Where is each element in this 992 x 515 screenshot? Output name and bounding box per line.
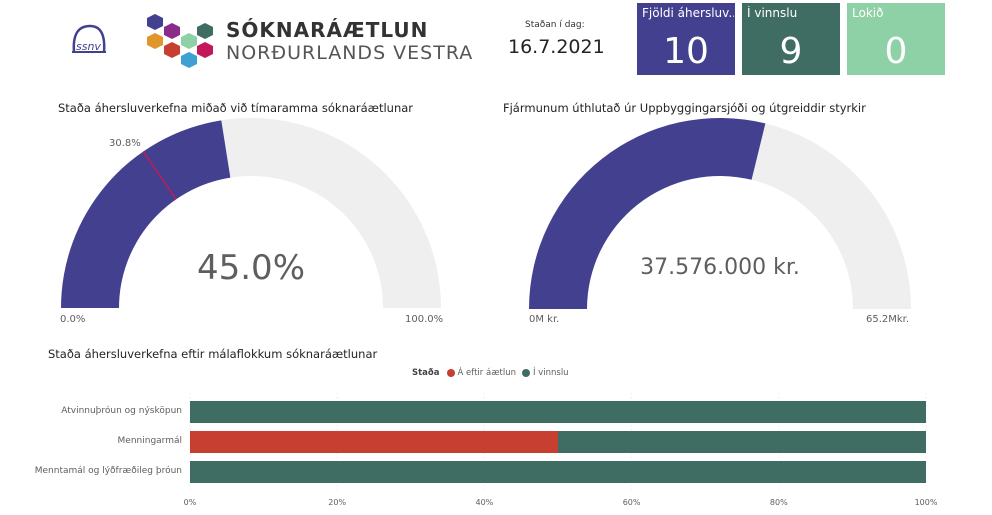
gauge2-fill[interactable] (529, 117, 766, 309)
category-label: Atvinnuþróun og nýsköpun (61, 406, 182, 416)
category-label: Menntamál og lýðfræðileg þróun (34, 466, 182, 476)
gauge1-target-label: 30.8% (109, 138, 141, 149)
kpi-value: 0 (884, 31, 908, 72)
date-label: Staðan í dag: (525, 20, 585, 30)
kpi-value: 9 (779, 31, 803, 72)
hexagon-logo (145, 13, 217, 69)
x-tick-label: 100% (914, 498, 938, 507)
gauge2-min: 0M kr. (529, 314, 560, 325)
logo-title: SÓKNARÁÆTLUN (226, 18, 429, 42)
bar-chart-title: Staða áhersluverkefna eftir málaflokkum … (48, 347, 378, 361)
kpi-card-total[interactable]: Fjöldi áhersluv... 10 (637, 3, 735, 75)
legend-dot-behind (446, 369, 455, 377)
legend-dot-in-progress (522, 369, 531, 377)
kpi-label: Lokið (852, 6, 884, 20)
gauge2-title: Fjármunum úthlutað úr Uppbyggingarsjóði … (503, 101, 866, 115)
kpi-label: Í vinnslu (747, 6, 798, 20)
logo-subtitle: NORÐURLANDS VESTRA (226, 42, 474, 64)
x-tick-label: 0% (183, 498, 197, 507)
gauge1-target-marker (142, 151, 177, 200)
x-tick-label: 80% (769, 498, 788, 507)
category-label: Menningarmál (117, 436, 182, 446)
svg-text:ssnv: ssnv (76, 40, 101, 53)
bar-segment[interactable] (190, 401, 926, 423)
legend: Staða Á eftir áætlun Í vinnslu (412, 368, 569, 378)
legend-item-behind[interactable]: Á eftir áætlun (457, 368, 517, 378)
gauge2-max: 65.2Mkr. (866, 314, 910, 325)
legend-title: Staða (412, 368, 440, 378)
date-value: 16.7.2021 (508, 36, 605, 58)
kpi-card-completed[interactable]: Lokið 0 (847, 3, 945, 75)
gauge1-fill[interactable] (61, 120, 231, 308)
kpi-value: 10 (663, 31, 709, 72)
x-tick-label: 20% (328, 498, 347, 507)
gauge1-min: 0.0% (60, 314, 86, 325)
bar-segment[interactable] (190, 461, 926, 483)
kpi-label: Fjöldi áhersluv... (642, 6, 734, 20)
x-tick-label: 60% (622, 498, 641, 507)
gauge1-value: 45.0% (196, 248, 305, 288)
bar-segment[interactable] (190, 431, 558, 453)
kpi-card-in-progress[interactable]: Í vinnslu 9 (742, 3, 840, 75)
gauge2-value: 37.576.000 kr. (640, 255, 800, 280)
x-tick-label: 40% (475, 498, 494, 507)
ssnv-logo: ssnv (68, 22, 110, 60)
gauge1-title: Staða áhersluverkefna miðað við tímaramm… (58, 101, 414, 115)
legend-item-in-progress[interactable]: Í vinnslu (533, 368, 569, 378)
bar-segment[interactable] (558, 431, 926, 453)
gauge1-max: 100.0% (405, 314, 444, 325)
